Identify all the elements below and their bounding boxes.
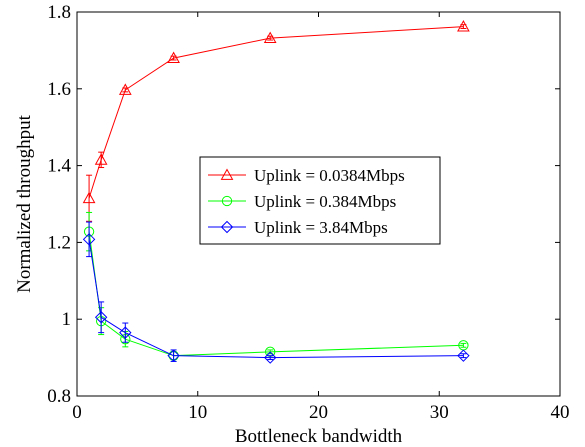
diamond-marker [167,349,180,362]
series-group [82,20,470,364]
diamond-marker [263,351,277,364]
ticks: 0 10 20 30 40 0.8 1 1.2 1.4 1.6 1.8 [47,2,569,423]
y-tick-label: 1.2 [47,232,71,253]
legend-label: Uplink = 0.0384Mbps [254,166,405,185]
circle-marker [221,195,233,207]
series-line [88,26,464,199]
diamond-marker [119,326,132,339]
triangle-marker [167,51,180,63]
legend-box [199,156,441,245]
y-tick-label: 1.8 [47,2,71,23]
y-tick-label: 1 [62,309,72,330]
legend-label: Uplink = 0.384Mbps [254,192,396,211]
diamond-marker [82,233,96,246]
x-tick-label: 40 [551,402,570,423]
triangle-marker [118,83,132,95]
legend-label: Uplink = 3.84Mbps [254,218,388,237]
y-tick-label: 1.6 [47,79,71,100]
series-line [88,231,464,357]
diamond-marker [94,311,108,324]
x-tick-label: 0 [72,402,82,423]
legend: Uplink = 0.0384Mbps Uplink = 0.384Mbps Upl… [199,156,441,245]
y-axis-label: Normalized throughput [14,114,35,293]
x-tick-label: 30 [430,402,449,423]
x-tick-label: 10 [188,402,207,423]
x-axis-label: Bottleneck bandwidth [235,426,403,447]
diamond-marker [220,220,234,234]
series-line [88,239,464,359]
diamond-marker [457,349,470,362]
x-tick-label: 20 [309,402,328,423]
triangle-marker [263,31,277,44]
series-3 [82,221,470,364]
triangle-marker [82,191,96,204]
legend-entry: Uplink = 3.84Mbps [208,218,388,237]
triangle-marker [94,153,108,165]
triangle-marker [457,20,470,32]
y-tick-label: 1.4 [47,156,71,177]
y-tick-label: 0.8 [47,386,71,407]
legend-entry: Uplink = 0.384Mbps [208,192,396,211]
triangle-marker [220,168,234,180]
legend-entry: Uplink = 0.0384Mbps [208,166,405,185]
